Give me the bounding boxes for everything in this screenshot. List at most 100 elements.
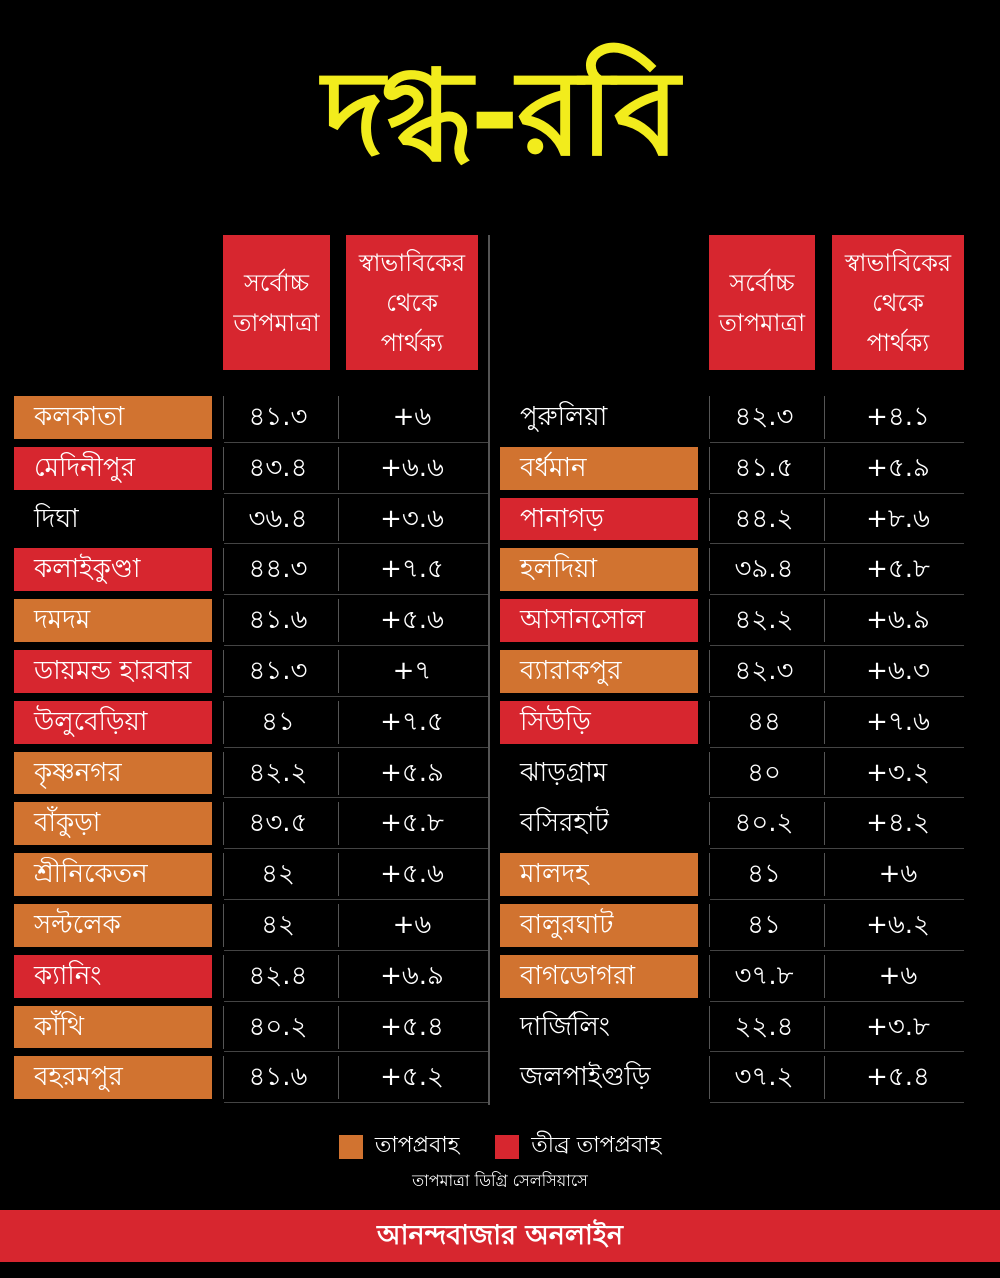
district-name-text: বর্ধমান [520, 452, 587, 483]
district-name: দিঘা [14, 494, 212, 545]
district-name-text: বাগডোগরা [520, 960, 636, 991]
cell-divider [223, 599, 224, 643]
status-highlight [14, 396, 212, 439]
cell-divider [709, 954, 710, 998]
max-temp-value: ৩৭.২ [734, 1062, 794, 1093]
district-name: হলদিয়া [500, 544, 698, 595]
district-name-text: দিঘা [34, 503, 79, 534]
cell-divider [338, 751, 339, 795]
header-line: তাপমাত্রা [718, 308, 806, 337]
max-temp-value: ৪৩.৫ [248, 808, 308, 839]
cell-divider [223, 446, 224, 490]
max-temp-value: ৩৭.৮ [734, 960, 794, 991]
cell-divider [223, 802, 224, 846]
status-highlight [14, 853, 212, 896]
diff-value: +৬.৯ [866, 605, 930, 636]
cell-divider [709, 1005, 710, 1049]
row-separator [710, 1000, 964, 1002]
status-highlight [14, 649, 212, 693]
cell-divider [223, 396, 224, 439]
diff-value: +৩.২ [866, 757, 930, 788]
header-line: পার্থক্য [380, 328, 444, 357]
table-row: পানাগড় ৪৪.২ +৮.৬ [500, 494, 964, 545]
cell-divider [338, 853, 339, 897]
header-max-temp-left: সর্বোচ্চ তাপমাত্রা [223, 235, 330, 370]
district-name: উলুবেড়িয়া [14, 697, 212, 748]
table-row: কাঁথি ৪০.২ +৫.৪ [14, 1002, 488, 1053]
header-line: সর্বোচ্চ [729, 268, 795, 297]
status-highlight [500, 446, 698, 490]
column-divider [488, 235, 490, 1105]
max-temp-value: ৪২ [261, 909, 295, 940]
district-name-text: শ্রীনিকেতন [34, 859, 148, 890]
header-line: থেকে [386, 288, 438, 317]
row-separator [710, 1102, 964, 1104]
diff-value: +৭.৫ [380, 554, 444, 585]
status-highlight [14, 599, 212, 642]
row-separator [710, 848, 964, 850]
max-temp-value: ৪১.৬ [248, 1062, 308, 1093]
max-temp-value: ৪২.৩ [734, 402, 794, 432]
table-row: ডায়মন্ড হারবার ৪১.৩ +৭ [14, 646, 488, 697]
header-line: স্বাভাবিকের [844, 248, 952, 277]
diff-value: +৬ [392, 909, 432, 940]
table-row: বসিরহাট ৪০.২ +৪.২ [500, 798, 964, 850]
header-max-temp-right: সর্বোচ্চ তাপমাত্রা [709, 235, 815, 370]
status-highlight [14, 446, 212, 490]
status-highlight [500, 700, 698, 744]
cell-divider [338, 802, 339, 846]
cell-divider [338, 700, 339, 744]
diff-value: +৬.২ [866, 909, 930, 940]
cell-divider [824, 649, 825, 693]
table-row: হলদিয়া ৩৯.৪ +৫.৮ [500, 544, 964, 596]
district-name: বহরমপুর [14, 1052, 212, 1103]
district-name-text: পুরুলিয়া [520, 402, 608, 432]
cell-divider [824, 396, 825, 439]
diff-value: +৭.৬ [866, 706, 930, 737]
table-row: বাঁকুড়া ৪৩.৫ +৫.৮ [14, 798, 488, 850]
cell-divider [223, 954, 224, 998]
table-row: মেদিনীপুর ৪৩.৪ +৬.৬ [14, 443, 488, 494]
cell-divider [709, 649, 710, 693]
diff-value: +৫.৬ [380, 859, 444, 890]
row-separator [710, 746, 964, 748]
table-row: কৃষ্ণনগর ৪২.২ +৫.৯ [14, 748, 488, 799]
row-separator [224, 492, 488, 494]
row-separator [710, 644, 964, 646]
district-name: দমদম [14, 595, 212, 646]
table-row: বাগডোগরা ৩৭.৮ +৬ [500, 951, 964, 1002]
table-row: ঝাড়গ্রাম ৪০ +৩.২ [500, 748, 964, 799]
diff-value: +৩.৮ [866, 1011, 930, 1042]
district-name: কলাইকুণ্ডা [14, 544, 212, 595]
max-temp-value: ৪১ [747, 909, 781, 940]
district-name: ক্যানিং [14, 951, 212, 1002]
row-separator [224, 543, 488, 545]
max-temp-value: ৪০.২ [248, 1011, 308, 1042]
status-highlight [14, 700, 212, 744]
status-highlight [14, 1005, 212, 1049]
status-highlight [500, 497, 698, 541]
status-highlight [14, 954, 212, 998]
status-highlight [500, 599, 698, 642]
district-name-text: হলদিয়া [520, 554, 597, 585]
diff-value: +৬ [392, 402, 432, 432]
cell-divider [824, 751, 825, 795]
district-name: কলকাতা [14, 392, 212, 443]
cell-divider [824, 1056, 825, 1100]
row-separator [710, 492, 964, 494]
district-name-text: ব্যারাকপুর [520, 655, 622, 686]
max-temp-value: ৪৪ [747, 706, 781, 737]
header-line: থেকে [872, 288, 924, 317]
diff-value: +৫.৬ [380, 605, 444, 636]
district-name-text: বসিরহাট [520, 808, 609, 839]
cell-divider [223, 751, 224, 795]
cell-divider [824, 903, 825, 947]
district-name-text: বাঁকুড়া [34, 808, 101, 839]
row-separator [710, 898, 964, 900]
district-name-text: আসানসোল [520, 605, 646, 636]
legend-swatch [495, 1134, 520, 1159]
district-name: বাগডোগরা [500, 951, 698, 1002]
table-row: জলপাইগুড়ি ৩৭.২ +৫.৪ [500, 1052, 964, 1104]
cell-divider [338, 548, 339, 592]
cell-divider [709, 497, 710, 541]
